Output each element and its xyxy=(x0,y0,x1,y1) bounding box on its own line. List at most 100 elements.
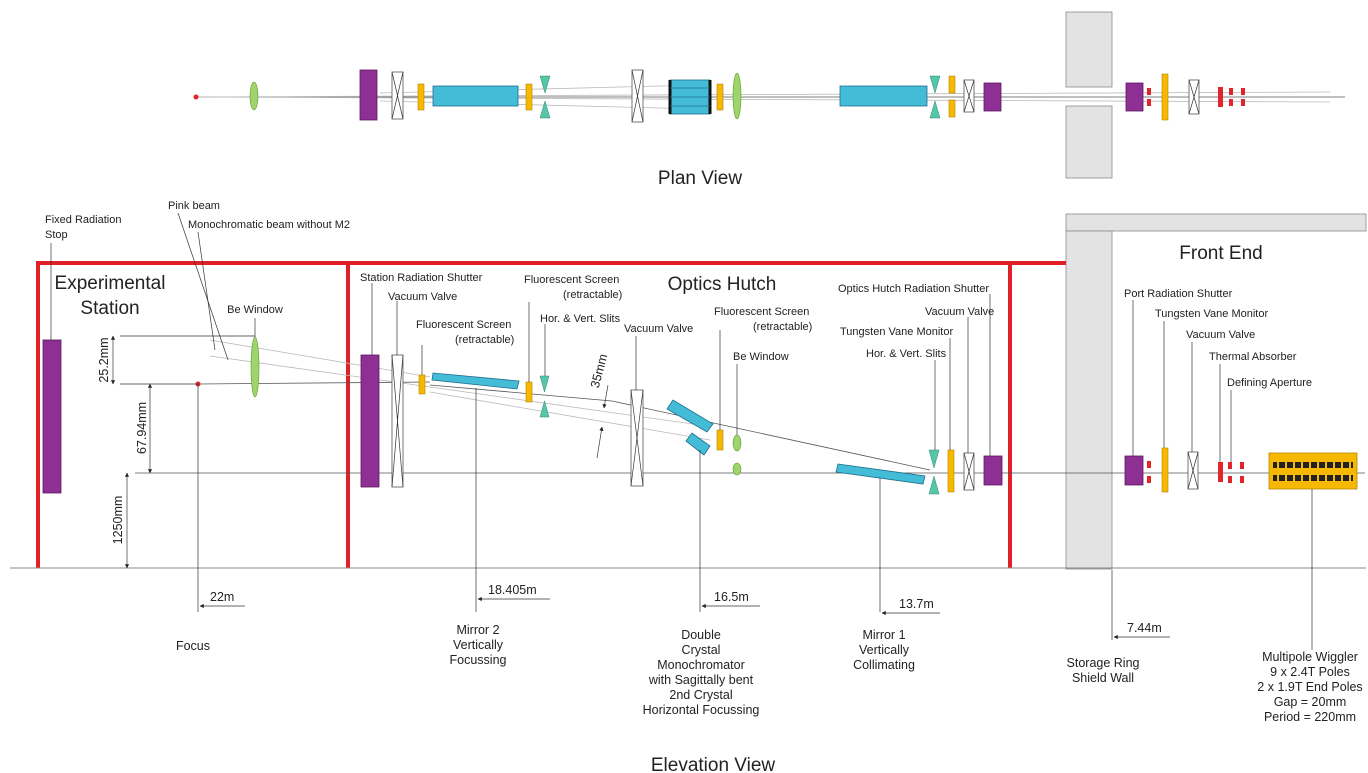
port-shutter xyxy=(1124,455,1144,486)
beam-envelope-lower xyxy=(429,391,711,441)
plan-fluor-screen-3 xyxy=(716,83,724,111)
mono-crystal-1 xyxy=(666,399,714,433)
plan-view: Plan View xyxy=(193,11,1345,189)
plan-aperture-c xyxy=(1241,88,1245,95)
shield-wall xyxy=(1065,230,1113,570)
mono-crystal-2 xyxy=(685,432,711,456)
station-shutter-label: Station Radiation Shutter xyxy=(360,272,483,284)
experimental-title-line1: Experimental xyxy=(55,273,166,294)
plan-be-window-optics xyxy=(732,72,742,120)
plan-shield-wall-lower xyxy=(1065,105,1113,179)
plan-aperture-a xyxy=(1229,88,1233,95)
mirror2-description-line: Focussing xyxy=(450,653,507,667)
mirror2-description-line: Mirror 2 xyxy=(456,623,499,637)
fluor-screen-3-label-2: (retractable) xyxy=(753,321,812,333)
defining-aperture-label: Defining Aperture xyxy=(1227,377,1312,389)
mono-description-line: Monochromator xyxy=(657,658,745,672)
aperture-c xyxy=(1240,462,1244,469)
distance-arrows xyxy=(199,596,1170,640)
vacuum-valve-4-label: Vacuum Valve xyxy=(1186,329,1255,341)
be-window-optics-label: Be Window xyxy=(733,351,789,363)
plan-slits-2 xyxy=(929,75,941,119)
wiggler-description-line: 9 x 2.4T Poles xyxy=(1270,665,1350,679)
tungsten-vane-2-label: Tungsten Vane Monitor xyxy=(1155,308,1268,320)
wiggler-description-line: Multipole Wiggler xyxy=(1262,650,1358,664)
plan-slits-1 xyxy=(539,75,551,119)
fluor-screen-3-label-1: Fluorescent Screen xyxy=(714,306,809,318)
plan-mirror-1 xyxy=(839,85,928,107)
slits-2-label: Hor. & Vert. Slits xyxy=(866,348,947,360)
mirror-2 xyxy=(431,372,520,390)
plan-station-shutter xyxy=(359,69,378,121)
elevation-view: Experimental Station Optics Hutch Front … xyxy=(10,200,1367,773)
optics-hutch-title: Optics Hutch xyxy=(668,274,777,295)
mono-description-line: Double xyxy=(681,628,721,642)
port-shutter-label: Port Radiation Shutter xyxy=(1124,288,1233,300)
aperture-a xyxy=(1228,462,1232,469)
wiggler-description-line: Period = 220mm xyxy=(1264,710,1356,724)
be-window-exp xyxy=(250,336,260,398)
slits-1-label: Hor. & Vert. Slits xyxy=(540,313,621,325)
fluor-screen-1 xyxy=(418,374,426,395)
optics-shutter xyxy=(983,455,1003,486)
mirror2-description-line: Vertically xyxy=(453,638,504,652)
fluor-screen-3 xyxy=(716,429,724,451)
leader-lines xyxy=(50,212,1313,650)
vacuum-valve-1-label: Vacuum Valve xyxy=(388,291,457,303)
mono-beam-label: Monochromatic beam without M2 xyxy=(188,219,350,231)
absorber-b xyxy=(1147,476,1151,483)
focus-description-line: Focus xyxy=(176,639,210,653)
plan-aperture-d xyxy=(1241,99,1245,106)
plan-thermal-absorber xyxy=(1218,87,1223,107)
thermal-absorber xyxy=(1218,462,1223,482)
be-window-exp-label: Be Window xyxy=(227,304,283,316)
mono-description-line: with Sagittally bent xyxy=(648,673,754,687)
dim-67-94mm: 67.94mm xyxy=(135,402,149,454)
fluor-screen-2-label-2: (retractable) xyxy=(563,289,622,301)
plan-be-window xyxy=(249,81,259,111)
plan-beam-fan-upper-2 xyxy=(379,84,701,94)
shield-wall-roof xyxy=(1065,213,1367,232)
experimental-station-wall xyxy=(36,261,350,568)
mirror1-description-line: Vertically xyxy=(859,643,910,657)
be-window-optics-lower xyxy=(732,462,742,476)
thermal-absorber-label: Thermal Absorber xyxy=(1209,351,1297,363)
shield-wall-description-line: Storage Ring xyxy=(1067,656,1140,670)
plan-focus-point xyxy=(193,94,199,100)
plan-optics-shutter xyxy=(983,82,1002,112)
distance-shield-wall: 7.44m xyxy=(1127,621,1162,635)
aperture-b xyxy=(1228,476,1232,483)
fixed-stop-label-2: Stop xyxy=(45,229,68,241)
distance-mirror2: 18.405m xyxy=(488,583,537,597)
wiggler-description-line: Gap = 20mm xyxy=(1274,695,1347,709)
plan-port-shutter xyxy=(1125,82,1144,112)
fluor-screen-2-label-1: Fluorescent Screen xyxy=(524,274,619,286)
tungsten-vane-1-label: Tungsten Vane Monitor xyxy=(840,326,953,338)
focus-description: Focus xyxy=(176,639,210,653)
plan-aperture-b xyxy=(1229,99,1233,106)
fixed-radiation-stop xyxy=(42,339,62,494)
plan-tungsten-vane-1a xyxy=(948,75,956,94)
distance-mirror1: 13.7m xyxy=(899,597,934,611)
vertical-dimensions xyxy=(110,335,609,569)
experimental-title-line2: Station xyxy=(80,298,139,319)
pink-beam-label: Pink beam xyxy=(168,200,220,212)
mono-beam-line xyxy=(209,355,701,426)
fixed-stop-label-1: Fixed Radiation xyxy=(45,214,121,226)
mirror1-description-line: Collimating xyxy=(853,658,915,672)
distance-mono: 16.5m xyxy=(714,590,749,604)
shield-wall-description-line: Shield Wall xyxy=(1072,671,1134,685)
slits-2 xyxy=(928,449,940,495)
wiggler-description-line: 2 x 1.9T End Poles xyxy=(1257,680,1362,694)
slits-1 xyxy=(539,375,550,418)
plan-tungsten-vane-1b xyxy=(948,99,956,118)
mirror-1 xyxy=(835,463,926,485)
plan-absorber-a xyxy=(1147,88,1151,95)
fluor-screen-1-label-2: (retractable) xyxy=(455,334,514,346)
plan-mirror-2 xyxy=(432,85,519,107)
elevation-view-title: Elevation View xyxy=(651,755,776,773)
beam-segment-2 xyxy=(611,400,931,471)
mono-description-line: Horizontal Focussing xyxy=(643,703,760,717)
